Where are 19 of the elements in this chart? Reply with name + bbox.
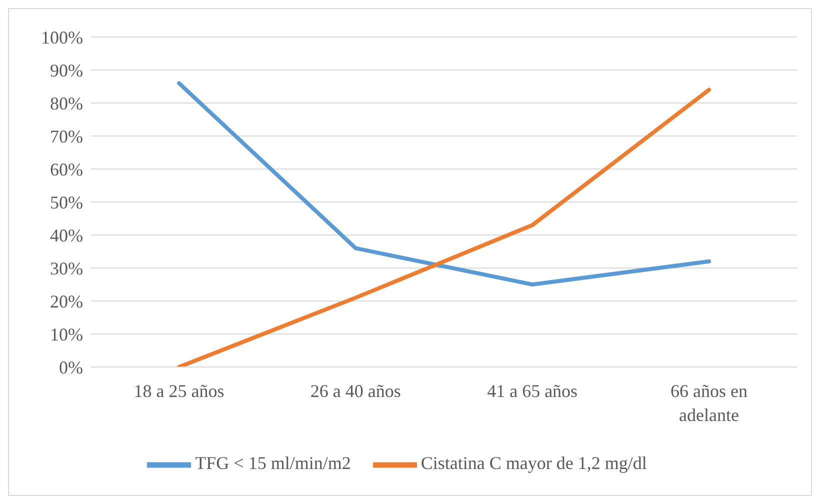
legend-label: Cistatina C mayor de 1,2 mg/dl xyxy=(420,453,647,474)
y-tick-label: 70% xyxy=(50,126,83,146)
y-tick-label: 80% xyxy=(50,93,83,114)
legend-label: TFG < 15 ml/min/m2 xyxy=(195,453,351,474)
y-tick-label: 100% xyxy=(41,27,83,48)
x-tick-label: 41 a 65 años xyxy=(487,381,578,401)
x-tick-label: 18 a 25 años xyxy=(134,381,224,401)
y-tick-label: 50% xyxy=(50,192,83,212)
x-tick-label: 26 a 40 años xyxy=(310,381,401,401)
y-tick-label: 10% xyxy=(50,324,83,344)
line-series xyxy=(177,88,711,367)
y-tick-label: 40% xyxy=(50,225,83,246)
y-tick-label: 30% xyxy=(50,258,83,278)
x-tick-label: 66 años en adelante xyxy=(670,381,748,425)
y-tick-label: 90% xyxy=(50,60,83,80)
y-tick-label: 20% xyxy=(50,291,83,312)
line-series xyxy=(177,81,711,286)
y-tick-label: 60% xyxy=(50,159,83,180)
y-tick-label: 0% xyxy=(59,357,83,378)
